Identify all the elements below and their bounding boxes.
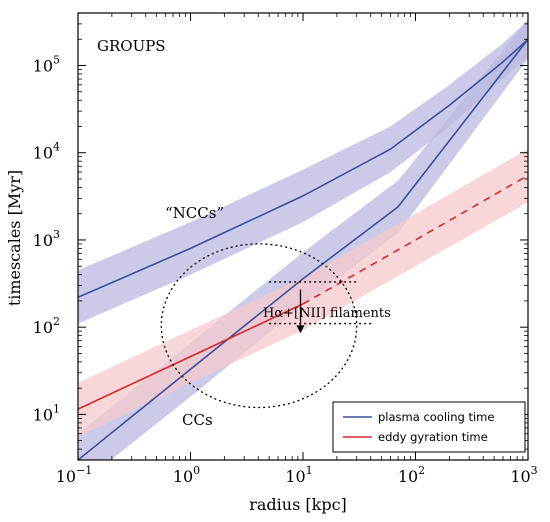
ccs-annotation: CCs xyxy=(182,411,213,429)
y-tick-label: 105 xyxy=(33,54,60,76)
x-tick-label: 100 xyxy=(173,464,200,486)
line-series-2-dashed xyxy=(302,174,528,305)
legend-label-plasma-cooling: plasma cooling time xyxy=(378,410,494,424)
legend: plasma cooling time eddy gyration time xyxy=(332,401,526,453)
line-series-2-solid xyxy=(78,303,304,410)
chart-title: GROUPS xyxy=(97,37,166,55)
nccs-annotation: “NCCs” xyxy=(165,204,224,222)
series-lines xyxy=(78,38,528,460)
annotation-regions xyxy=(160,243,372,409)
y-tick-label: 104 xyxy=(33,141,60,163)
x-tick-label: 102 xyxy=(398,464,425,486)
y-axis-label: timescales [Myr] xyxy=(5,170,24,306)
line-series-1 xyxy=(78,38,528,460)
y-tick-label: 102 xyxy=(33,315,60,337)
filament-arrow-head xyxy=(296,325,305,334)
filaments-annotation: Hα+[NII] filaments xyxy=(263,306,391,321)
x-tick-label: 103 xyxy=(510,464,537,486)
x-tick-label: 101 xyxy=(285,464,312,486)
line-series-0 xyxy=(78,38,528,299)
y-tick-label: 101 xyxy=(33,402,60,424)
x-tick-label: 10−1 xyxy=(56,464,93,486)
x-axis-label: radius [kpc] xyxy=(249,495,347,514)
cc-region-ellipse xyxy=(160,243,358,409)
legend-box xyxy=(332,401,526,453)
y-tick-label: 103 xyxy=(33,228,60,250)
legend-label-eddy-gyration: eddy gyration time xyxy=(378,430,488,444)
band-series-2 xyxy=(78,149,528,437)
